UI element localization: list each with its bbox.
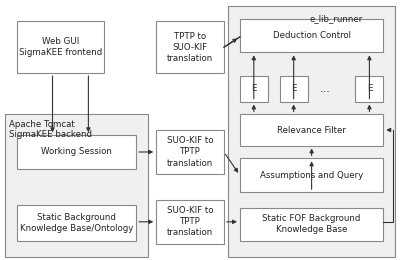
Bar [240,207,383,241]
Bar [228,6,395,257]
Text: Deduction Control: Deduction Control [273,31,351,40]
Bar [240,158,383,192]
Text: Relevance Filter: Relevance Filter [277,126,346,134]
Bar [17,21,104,73]
Bar [356,76,383,102]
Text: SUO-KIF to
TPTP
translation: SUO-KIF to TPTP translation [167,206,213,237]
Text: Web GUI
SigmaKEE frontend: Web GUI SigmaKEE frontend [19,37,102,57]
Bar [240,76,268,102]
Bar [156,200,224,244]
Bar [240,19,383,53]
Bar [156,130,224,174]
Text: E: E [251,84,256,93]
Bar [240,114,383,146]
Text: Static Background
Knowledge Base/Ontology: Static Background Knowledge Base/Ontolog… [20,213,133,233]
Bar [17,205,136,241]
Text: Working Session: Working Session [41,147,112,157]
Bar [17,135,136,169]
Bar [5,114,148,257]
Bar [156,21,224,73]
Bar [280,76,308,102]
Text: ...: ... [320,84,331,94]
Text: Static FOF Background
Knowledge Base: Static FOF Background Knowledge Base [262,214,361,235]
Text: E: E [367,84,372,93]
Text: Apache Tomcat
SigmaKEE backend: Apache Tomcat SigmaKEE backend [9,120,92,139]
Text: E: E [291,84,296,93]
Text: SUO-KIF to
TPTP
translation: SUO-KIF to TPTP translation [167,136,213,168]
Text: TPTP to
SUO-KIF
translation: TPTP to SUO-KIF translation [167,32,213,63]
Text: e_lib_runner: e_lib_runner [310,14,363,23]
Text: Assumptions and Query: Assumptions and Query [260,171,363,180]
